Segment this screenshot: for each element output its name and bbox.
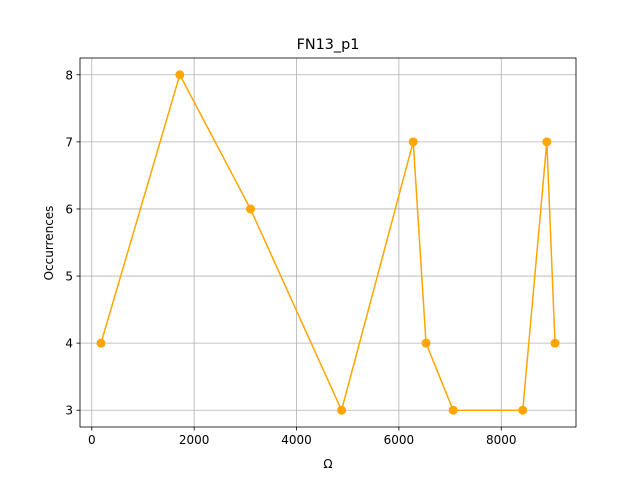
x-tick-label: 4000 [281,433,312,447]
data-point [337,405,347,415]
x-tick-label: 6000 [384,433,415,447]
x-axis-label: Ω [323,457,332,471]
x-tick-label: 2000 [179,433,210,447]
y-tick-label: 8 [65,68,73,82]
y-tick-label: 3 [65,404,73,418]
y-tick-label: 4 [65,337,73,351]
axes: 0 2000 4000 6000 8000 3 4 5 6 7 8 [65,57,577,447]
plot-frame [79,57,577,428]
data-point [448,405,458,415]
data-point [408,137,418,147]
y-tick-label: 7 [65,135,73,149]
x-tick-label: 0 [88,433,96,447]
y-axis-label: Occurrences [42,206,56,281]
chart-title: FN13_p1 [297,37,360,53]
data-point [421,338,431,348]
series-polyline [100,74,556,411]
series-line [96,70,560,415]
data-point [96,338,106,348]
data-point [542,137,552,147]
x-tick-label: 8000 [486,433,517,447]
grid [80,58,576,427]
data-point [245,204,255,214]
y-tick-label: 5 [65,270,73,284]
data-point [518,405,528,415]
data-point [175,70,185,80]
data-point [550,338,560,348]
y-tick-label: 6 [65,202,73,216]
